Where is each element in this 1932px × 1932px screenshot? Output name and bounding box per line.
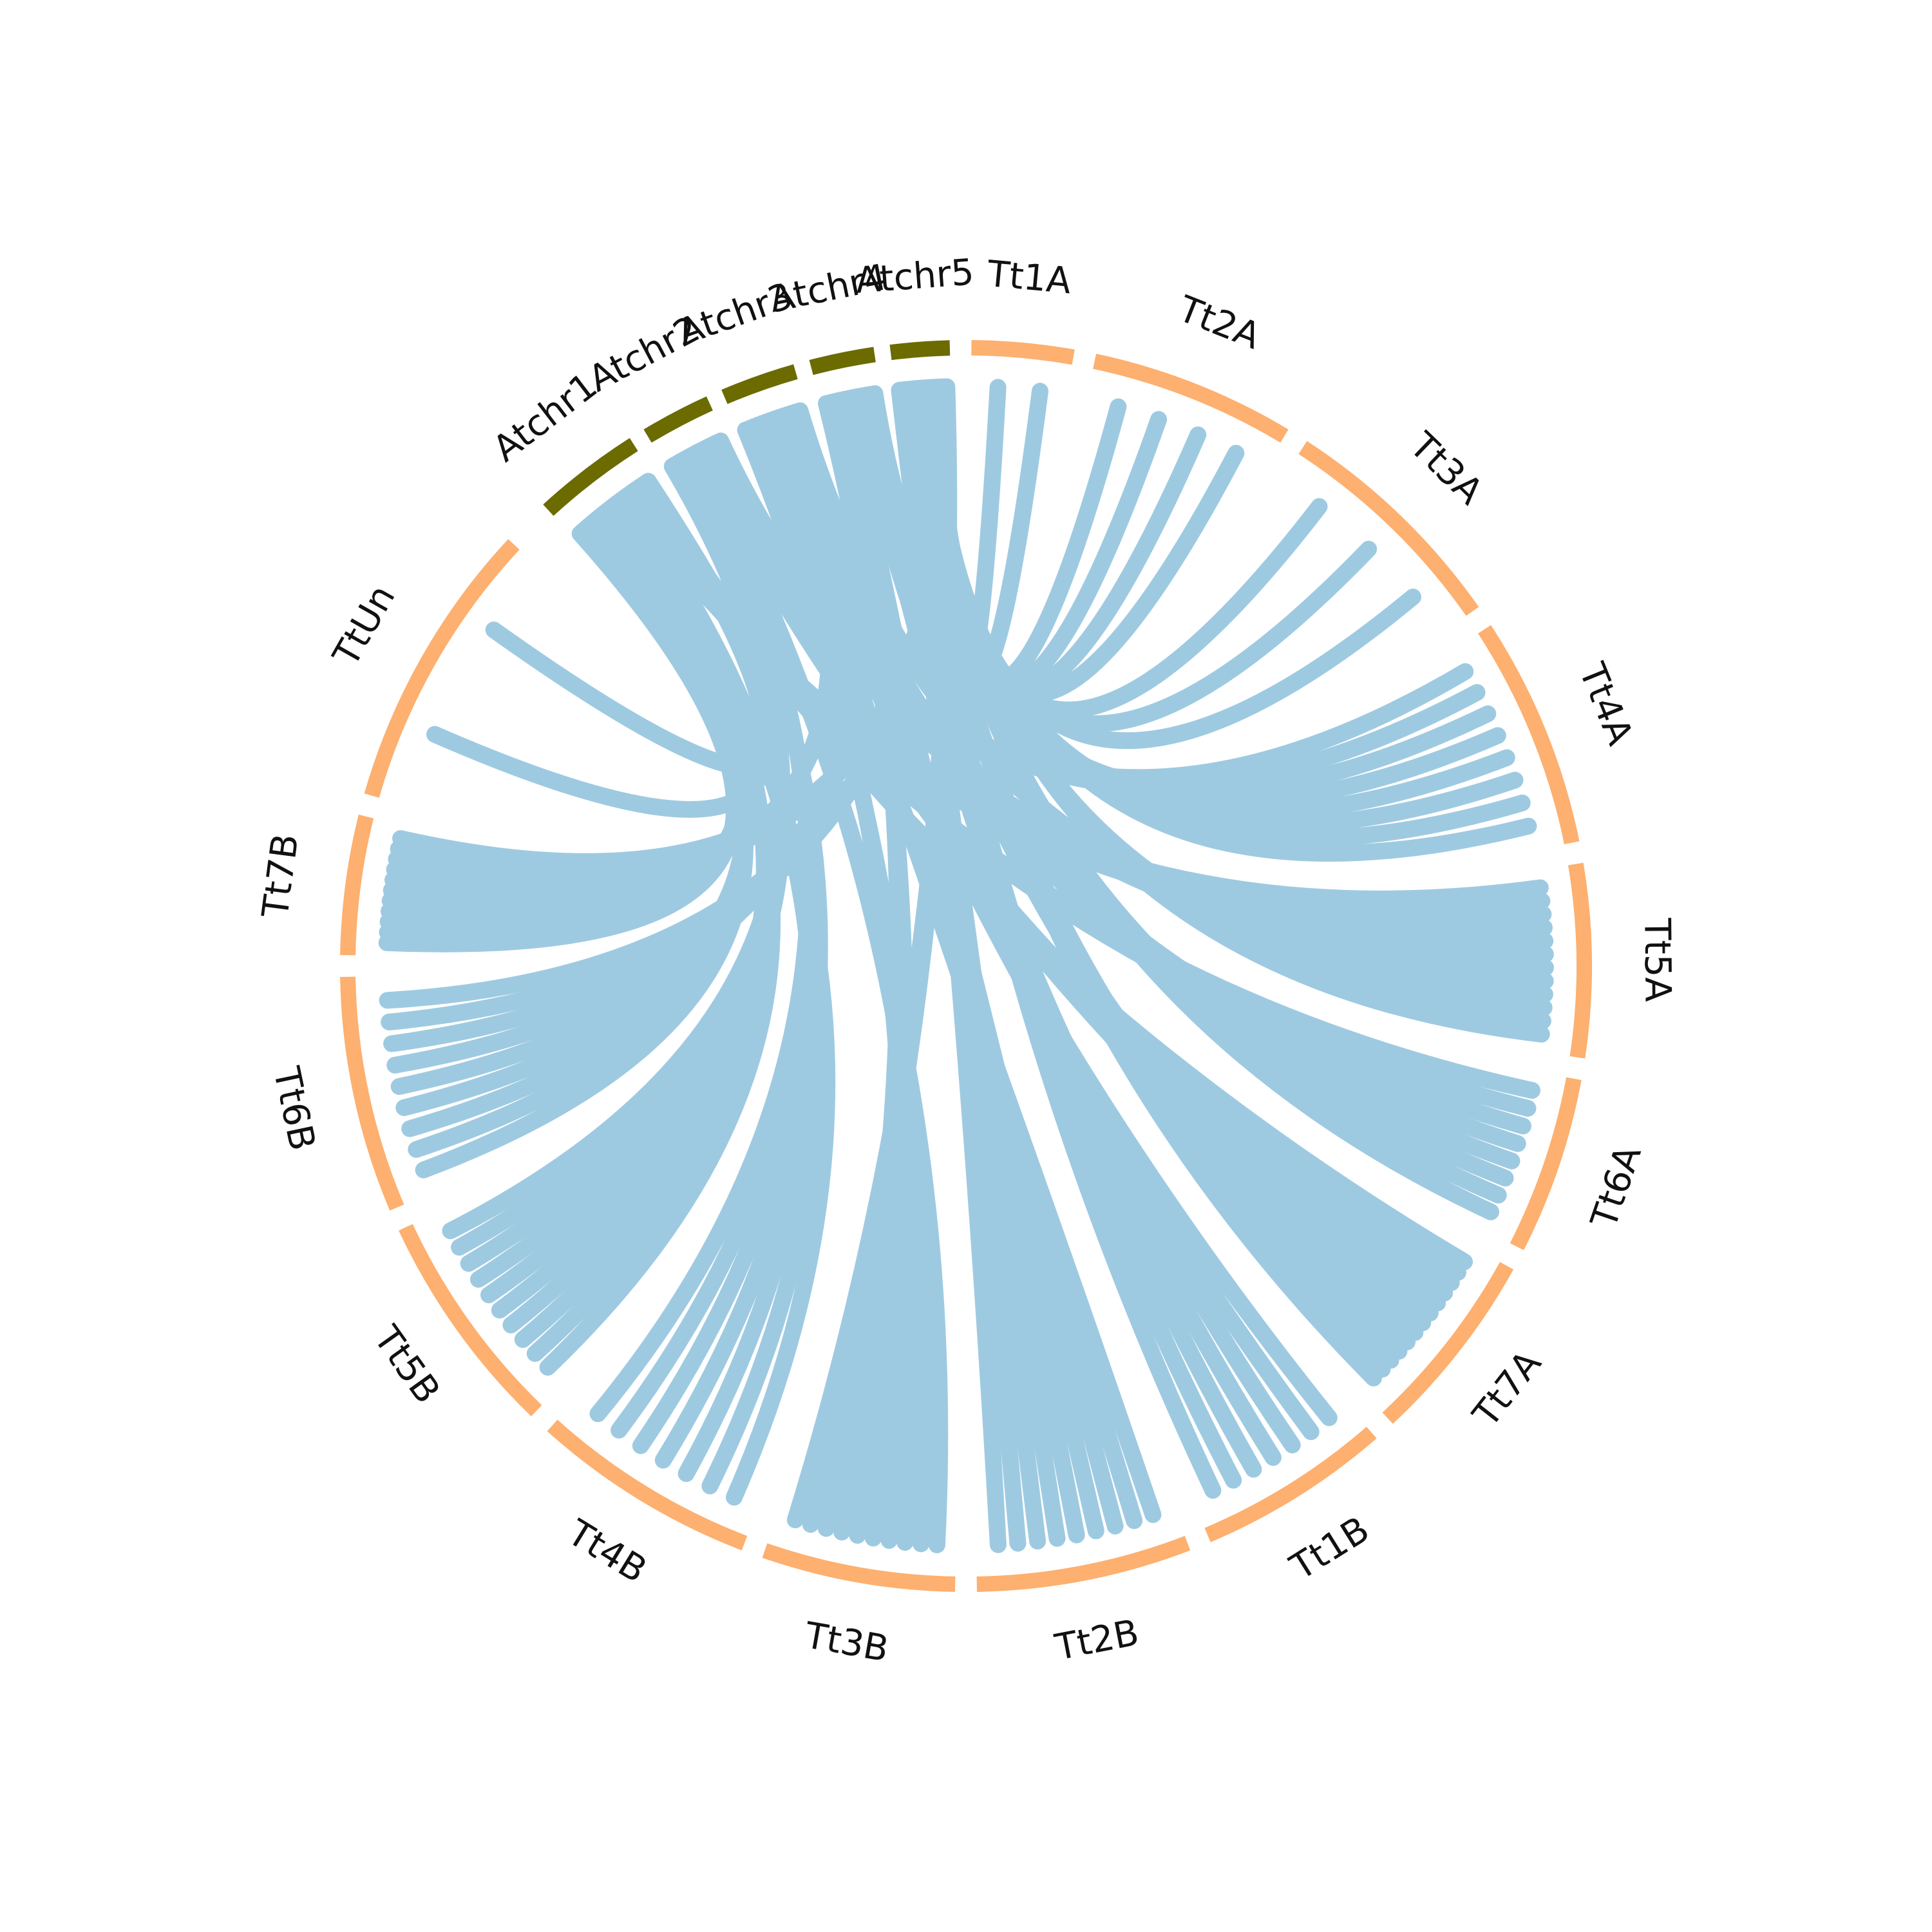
- segment-label-tt2a: Tt2A: [1172, 288, 1266, 358]
- link-atchr3-tt6a: [774, 408, 1520, 1170]
- segment-label-tt5b: Tt5B: [365, 1318, 448, 1412]
- segment-label-tt5a: Tt5A: [1636, 917, 1678, 1002]
- segment-arc-ttun: [364, 539, 520, 798]
- segment-arc-tt3a: [1298, 440, 1479, 616]
- segment-label-atchr1: Atchr1: [486, 365, 605, 471]
- segment-label-tt2b: Tt2B: [1051, 1612, 1142, 1669]
- segment-arc-atchr1: [543, 438, 638, 516]
- segment-arc-atchr4: [809, 346, 876, 375]
- segment-label-tt3b: Tt3B: [801, 1615, 892, 1671]
- link-atchr5-tt3b: [786, 378, 958, 1529]
- segment-arc-tt1a: [971, 340, 1075, 365]
- segment-label-tt6b: Tt6B: [265, 1063, 323, 1154]
- segment-arc-tt5a: [1567, 862, 1592, 1059]
- link-atchr5-tt6b: [379, 378, 954, 1009]
- segment-arc-tt3b: [762, 1543, 956, 1592]
- segment-arc-tt7a: [1382, 1262, 1514, 1424]
- segment-label-atchr5: Atchr5: [854, 251, 976, 302]
- segment-label-tt3a: Tt3A: [1401, 424, 1491, 513]
- segment-arc-tt1b: [1204, 1426, 1377, 1542]
- segment-arc-tt6b: [340, 976, 404, 1211]
- segment-arc-tt7b: [340, 814, 374, 956]
- segment-label-ttun: TtUn: [325, 578, 403, 674]
- segment-label-tt1a: Tt1A: [985, 253, 1073, 303]
- segment-arc-tt5b: [399, 1224, 542, 1417]
- segment-arc-tt2a: [1093, 354, 1289, 443]
- segment-arc-atchr3: [721, 364, 798, 404]
- segment-label-tt7b: Tt7B: [254, 831, 307, 921]
- segment-label-tt4b: Tt4B: [560, 1511, 654, 1591]
- segment-arc-atchr5: [889, 340, 951, 361]
- segment-arc-tt4a: [1478, 625, 1580, 844]
- segment-arc-tt2b: [976, 1535, 1191, 1592]
- segment-label-tt4a: Tt4A: [1570, 657, 1641, 751]
- links-layer: [378, 378, 1554, 1553]
- segment-arc-atchr2: [643, 396, 713, 443]
- segment-arc-tt4b: [547, 1419, 748, 1551]
- segment-label-tt7a: Tt7A: [1464, 1343, 1549, 1435]
- segment-arc-tt6a: [1510, 1077, 1582, 1251]
- segment-label-tt6a: Tt6A: [1583, 1141, 1650, 1234]
- segment-arcs: [340, 340, 1592, 1592]
- segment-label-tt1b: Tt1B: [1283, 1508, 1377, 1589]
- link-atchr1-ttun: [485, 473, 785, 776]
